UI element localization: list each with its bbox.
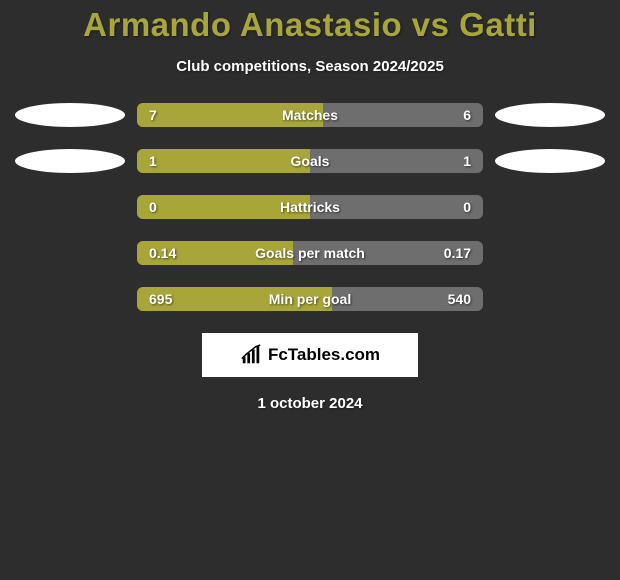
stat-label: Min per goal (269, 291, 351, 307)
stat-row: 0.14 Goals per match 0.17 (0, 241, 620, 265)
stat-right-value: 6 (463, 107, 471, 123)
stat-left-value: 7 (149, 107, 157, 123)
player-right-marker (495, 195, 605, 219)
stat-right-value: 0 (463, 199, 471, 215)
chart-icon (240, 344, 262, 366)
player-left-marker (15, 149, 125, 173)
stat-right-value: 0.17 (444, 245, 471, 261)
player-right-marker (495, 103, 605, 127)
player-left-marker (15, 241, 125, 265)
stat-bar: 1 Goals 1 (137, 149, 483, 173)
snapshot-date: 1 october 2024 (0, 395, 620, 412)
player-left-marker (15, 195, 125, 219)
player-right-marker (495, 287, 605, 311)
stat-right-value: 1 (463, 153, 471, 169)
player-left-marker (15, 287, 125, 311)
stat-bar: 7 Matches 6 (137, 103, 483, 127)
stat-bar: 0 Hattricks 0 (137, 195, 483, 219)
comparison-subtitle: Club competitions, Season 2024/2025 (0, 58, 620, 75)
site-logo-text: FcTables.com (268, 345, 380, 365)
stat-bar-left-fill (137, 149, 310, 173)
stat-left-value: 0.14 (149, 245, 176, 261)
stat-label: Goals (291, 153, 330, 169)
stat-left-value: 695 (149, 291, 172, 307)
stats-rows: 7 Matches 6 1 Goals 1 0 Hattricks 0 0.14 Goals per… (0, 103, 620, 311)
stat-left-value: 1 (149, 153, 157, 169)
stat-row: 695 Min per goal 540 (0, 287, 620, 311)
player-left-marker (15, 103, 125, 127)
stat-row: 7 Matches 6 (0, 103, 620, 127)
site-logo: FcTables.com (202, 333, 418, 377)
player-right-marker (495, 149, 605, 173)
stat-row: 1 Goals 1 (0, 149, 620, 173)
comparison-title: Armando Anastasio vs Gatti (0, 6, 620, 44)
player-right-marker (495, 241, 605, 265)
stat-row: 0 Hattricks 0 (0, 195, 620, 219)
stat-label: Matches (282, 107, 338, 123)
stat-label: Goals per match (255, 245, 365, 261)
stat-bar: 695 Min per goal 540 (137, 287, 483, 311)
stat-label: Hattricks (280, 199, 340, 215)
stat-left-value: 0 (149, 199, 157, 215)
stat-bar: 0.14 Goals per match 0.17 (137, 241, 483, 265)
stat-right-value: 540 (448, 291, 471, 307)
